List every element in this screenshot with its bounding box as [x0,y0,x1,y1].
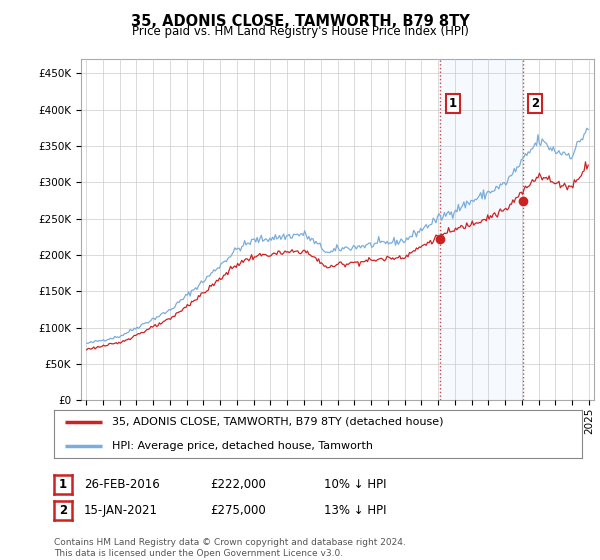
Text: HPI: Average price, detached house, Tamworth: HPI: Average price, detached house, Tamw… [112,441,373,451]
Text: 1: 1 [59,478,67,491]
Text: 13% ↓ HPI: 13% ↓ HPI [324,504,386,517]
Text: 15-JAN-2021: 15-JAN-2021 [84,504,158,517]
Text: 10% ↓ HPI: 10% ↓ HPI [324,478,386,491]
Text: 26-FEB-2016: 26-FEB-2016 [84,478,160,491]
Text: 35, ADONIS CLOSE, TAMWORTH, B79 8TY (detached house): 35, ADONIS CLOSE, TAMWORTH, B79 8TY (det… [112,417,443,427]
Text: 1: 1 [448,97,457,110]
Text: Price paid vs. HM Land Registry's House Price Index (HPI): Price paid vs. HM Land Registry's House … [131,25,469,38]
Text: £275,000: £275,000 [210,504,266,517]
Text: £222,000: £222,000 [210,478,266,491]
Text: 2: 2 [59,504,67,517]
Text: Contains HM Land Registry data © Crown copyright and database right 2024.
This d: Contains HM Land Registry data © Crown c… [54,538,406,558]
Bar [440,59,523,400]
Text: 35, ADONIS CLOSE, TAMWORTH, B79 8TY: 35, ADONIS CLOSE, TAMWORTH, B79 8TY [131,14,469,29]
Text: 2: 2 [531,97,539,110]
